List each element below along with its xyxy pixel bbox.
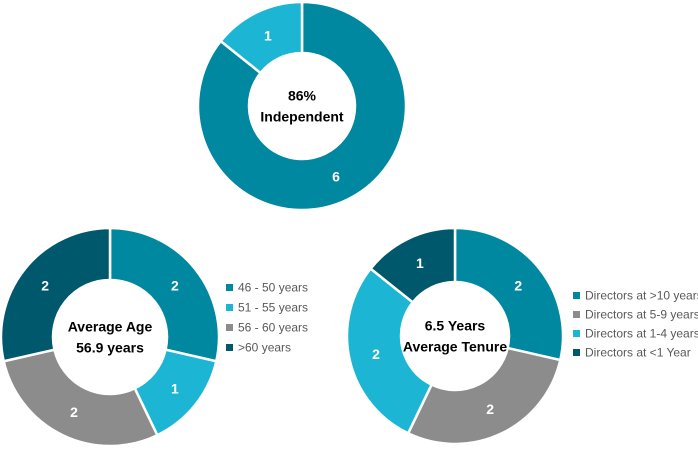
- donut-tenure-slice-0-label: 2: [514, 277, 522, 293]
- donut-tenure-center-line-1: Average Tenure: [403, 339, 507, 355]
- legend-tenure-swatch-0: [573, 292, 580, 299]
- donut-age-center-line-1: 56.9 years: [76, 340, 144, 356]
- donut-independence-slice-1-label: 1: [264, 27, 272, 43]
- legend-age-swatch-2: [226, 324, 233, 331]
- donut-independence-slice-0: [196, 0, 408, 212]
- legend-tenure-label-3: Directors at <1 Year: [585, 346, 691, 360]
- donut-age-slice-0-label: 2: [171, 277, 179, 293]
- legend-tenure-label-2: Directors at 1-4 years: [585, 327, 698, 341]
- donut-independence-slice-1: [218, 0, 304, 75]
- donut-tenure: 2 2 2 1 6.5 Years Average Tenure: [345, 226, 565, 446]
- donut-age-slice-3: [0, 226, 112, 363]
- legend-tenure-label-1: Directors at 5-9 years: [585, 308, 698, 322]
- donut-age-slice-2: [2, 348, 159, 448]
- donut-age-center-line-0: Average Age: [68, 319, 153, 335]
- donut-age-slice-1-label: 1: [171, 381, 179, 397]
- legend-age-label-2: 56 - 60 years: [238, 321, 308, 335]
- legend-age-label-0: 46 - 50 years: [238, 281, 308, 295]
- legend-age-swatch-1: [226, 304, 233, 311]
- donut-age-slice-0: [108, 226, 221, 363]
- legend-age-label-1: 51 - 55 years: [238, 301, 308, 315]
- donut-independence-slice-0-label: 6: [332, 169, 340, 185]
- donut-tenure-slice-1-label: 2: [486, 401, 494, 417]
- donut-age-slice-3-label: 2: [41, 277, 49, 293]
- donut-independence-center-line-0: 86%: [288, 88, 317, 104]
- legend-tenure-swatch-3: [573, 349, 580, 356]
- donut-tenure-slice-1: [406, 346, 562, 446]
- donut-tenure-slice-0: [453, 226, 565, 362]
- legend-age-label-3: >60 years: [238, 341, 291, 355]
- donut-tenure-slice-3-label: 1: [416, 255, 424, 271]
- legend-tenure-swatch-2: [573, 330, 580, 337]
- donut-independence: 6 1 86% Independent: [196, 0, 408, 212]
- legend-age-swatch-0: [226, 284, 233, 291]
- donut-tenure-slice-2: [345, 266, 434, 435]
- donut-age-slice-2-label: 2: [70, 404, 78, 420]
- legend-age-swatch-3: [226, 344, 233, 351]
- legend-tenure: Directors at >10 years Directors at 5-9 y…: [573, 289, 698, 360]
- donut-tenure-slice-3: [368, 226, 457, 305]
- donut-tenure-center-line-0: 6.5 Years: [425, 318, 486, 334]
- legend-tenure-label-0: Directors at >10 years: [585, 289, 698, 303]
- donut-independence-center-line-1: Independent: [260, 109, 344, 125]
- donut-tenure-slice-2-label: 2: [372, 346, 380, 362]
- legend-tenure-swatch-1: [573, 311, 580, 318]
- legend-age: 46 - 50 years 51 - 55 years 56 - 60 years >…: [226, 281, 308, 355]
- donut-age: 2 1 2 2 Average Age 56.9 years: [0, 226, 221, 448]
